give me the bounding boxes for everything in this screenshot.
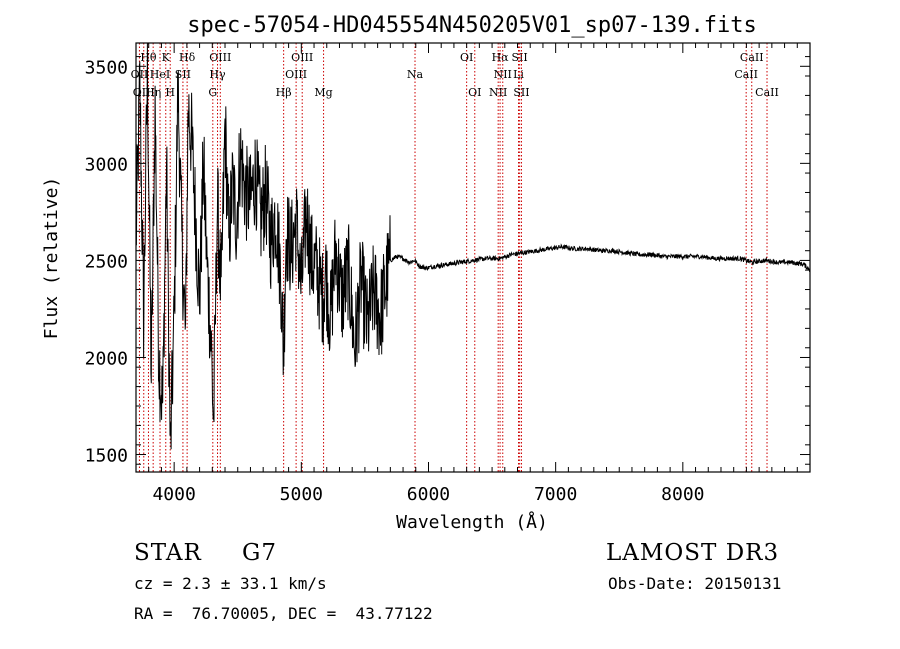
line-label-20: SII <box>512 51 528 64</box>
line-label-24: SII <box>513 86 529 99</box>
flux-series <box>135 42 811 450</box>
line-label-26: CaII <box>734 68 758 81</box>
line-label-25: CaII <box>740 51 764 64</box>
line-label-17: OI <box>460 51 473 64</box>
line-label-10: Hγ <box>209 68 226 81</box>
line-label-19: Hα <box>492 51 510 64</box>
x-axis-label: Wavelength (Å) <box>396 511 548 533</box>
chart-title: spec-57054-HD045554N450205V01_sp07-139.f… <box>187 13 757 38</box>
line-label-4: HeI <box>150 68 170 81</box>
plot-frame <box>135 42 811 473</box>
y-tick-label-3: 3000 <box>85 154 128 175</box>
line-label-27: CaII <box>755 86 779 99</box>
line-label-13: OIII <box>291 51 313 64</box>
line-label-23: NII <box>489 86 507 99</box>
line-label-5: Hη <box>145 86 161 99</box>
line-label-22: Li <box>513 68 524 81</box>
y-axis-label: Flux (relative) <box>41 177 62 340</box>
line-label-6: Hδ <box>179 51 196 64</box>
line-label-8: H <box>165 86 175 99</box>
line-label-11: G <box>208 86 217 99</box>
object-class: STAR <box>134 540 202 566</box>
x-tick-label-4: 8000 <box>661 484 704 505</box>
line-label-9: OIII <box>209 51 231 64</box>
axis-ticks: 4000 5000 6000 7000 8000 1500 2000 2500 3000 3500 <box>85 43 810 505</box>
coordinates: RA = 76.70005, DEC = 43.77122 <box>134 604 433 623</box>
line-label-21: NII <box>494 68 512 81</box>
y-tick-label-1: 2000 <box>85 348 128 369</box>
line-label-16: Na <box>407 68 424 81</box>
redshift-cz: cz = 2.3 ± 33.1 km/s <box>134 574 327 593</box>
line-label-0: Hθ <box>140 51 157 64</box>
y-tick-label-0: 1500 <box>85 446 128 467</box>
line-label-7: SII <box>175 68 191 81</box>
line-label-18: OI <box>468 86 481 99</box>
y-tick-label-2: 2500 <box>85 251 128 272</box>
observation-date: Obs-Date: 20150131 <box>608 574 782 593</box>
object-subclass: G7 <box>242 540 278 566</box>
line-label-15: Mg <box>314 86 332 99</box>
line-label-12: Hβ <box>276 86 292 99</box>
x-tick-label-1: 5000 <box>280 484 323 505</box>
flux-line <box>135 42 811 450</box>
x-tick-label-2: 6000 <box>407 484 450 505</box>
x-tick-label-3: 7000 <box>534 484 577 505</box>
y-tick-label-4: 3500 <box>85 57 128 78</box>
line-label-3: K <box>162 51 171 64</box>
line-label-14: OIII <box>285 68 307 81</box>
survey-name: LAMOST DR3 <box>606 540 780 566</box>
x-tick-label-0: 4000 <box>152 484 195 505</box>
